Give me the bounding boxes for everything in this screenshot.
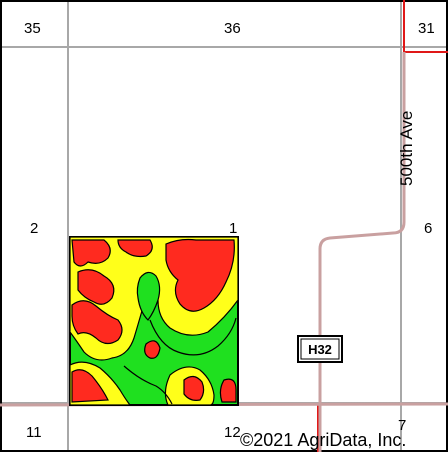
contour-line-2 bbox=[123, 365, 173, 405]
section-label-7: 7 bbox=[398, 417, 406, 434]
zone-high-1 bbox=[71, 239, 111, 267]
zone-high-6 bbox=[71, 369, 109, 403]
zone-high-4 bbox=[71, 300, 123, 345]
zone-high-9 bbox=[219, 378, 237, 403]
section-label-35: 35 bbox=[24, 20, 41, 37]
section-label-36: 36 bbox=[224, 20, 241, 37]
zone-high-2 bbox=[117, 239, 153, 258]
highway-shield-inner bbox=[300, 338, 340, 360]
section-label-2: 2 bbox=[30, 220, 38, 237]
highway-shield-label: H32 bbox=[308, 342, 332, 357]
zone-high-5 bbox=[165, 238, 235, 312]
road-500th-ave bbox=[318, 52, 406, 403]
section-label-1: 1 bbox=[229, 220, 237, 237]
copyright-notice: ©2021 AgriData, Inc. bbox=[240, 430, 406, 450]
section-label-12: 12 bbox=[224, 424, 241, 441]
zone-high-3 bbox=[77, 269, 115, 305]
section-labels: 35 36 31 2 1 6 11 12 7 bbox=[24, 20, 435, 441]
zone-low-center bbox=[136, 271, 161, 321]
section-label-11: 11 bbox=[26, 424, 42, 441]
contour-line-1 bbox=[149, 317, 237, 356]
road-label-500th-ave: 500th Ave bbox=[397, 111, 416, 186]
zone-high-7 bbox=[144, 340, 161, 359]
section-label-31: 31 bbox=[418, 20, 435, 37]
zone-high-8 bbox=[183, 375, 205, 401]
field-zones bbox=[69, 236, 239, 406]
highway-shield-box bbox=[297, 335, 343, 363]
section-label-6: 6 bbox=[424, 220, 432, 237]
highway-shield: H32 bbox=[297, 335, 343, 363]
